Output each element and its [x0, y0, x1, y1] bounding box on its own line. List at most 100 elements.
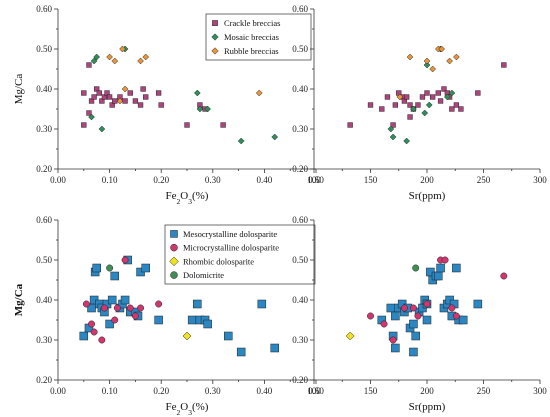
y-tick-label: 0.50: [36, 44, 52, 54]
data-point: [122, 98, 128, 104]
data-point: [126, 304, 134, 312]
data-point: [93, 53, 101, 61]
data-point: [453, 53, 460, 61]
data-point: [121, 256, 129, 264]
data-point: [107, 295, 117, 305]
data-point: [110, 271, 120, 281]
data-point: [116, 97, 124, 105]
legend-label: Dolomicrite: [183, 270, 224, 280]
data-point: [220, 122, 226, 128]
y-tick-label: 0.60: [292, 215, 308, 225]
x-axis-title: Fe2O3(%): [166, 190, 209, 206]
data-point: [425, 101, 433, 109]
data-point: [452, 312, 460, 320]
y-tick-label: 0.30: [36, 335, 52, 345]
series-0: [377, 263, 483, 357]
data-point: [437, 98, 444, 104]
legend-label: Rubble breccias: [224, 46, 279, 56]
data-point: [140, 86, 146, 92]
series-2: [182, 331, 192, 341]
y-tick-label: 0.60: [36, 4, 52, 14]
x-tick-label: 200: [420, 386, 434, 396]
data-point: [270, 343, 279, 353]
data-point: [79, 331, 89, 341]
x-tick-label: 0.40: [257, 175, 273, 185]
series-3: [412, 264, 420, 272]
legend-marker: [211, 33, 219, 41]
data-point: [458, 106, 464, 112]
data-point: [113, 304, 121, 312]
x-tick-label: 100: [307, 175, 321, 185]
y-tick-label: 0.50: [292, 44, 308, 54]
legend-label: Rhombic dolosparite: [183, 256, 254, 266]
y-tick-label: 0.20: [292, 164, 308, 174]
series-3: [106, 264, 114, 272]
x-tick-label: 0.50: [308, 175, 324, 185]
data-point: [438, 45, 446, 53]
data-point: [184, 122, 190, 128]
x-tick-label: 0.20: [153, 386, 169, 396]
legend: Crackle breccias Mosaic breccias Rubble br…: [205, 13, 312, 61]
data-point: [82, 300, 90, 308]
data-point: [98, 336, 106, 344]
legend-marker: [211, 47, 219, 55]
series-2: [345, 331, 355, 341]
x-tick-label: 0.00: [50, 175, 66, 185]
data-point: [111, 57, 119, 65]
data-point: [409, 347, 418, 357]
data-point: [448, 89, 456, 97]
series-1: [82, 256, 163, 344]
data-point: [121, 85, 129, 93]
y-tick-label: 0.40: [292, 295, 308, 305]
data-point: [423, 57, 431, 65]
data-point: [391, 311, 400, 321]
data-point: [90, 328, 98, 336]
data-point: [443, 93, 451, 101]
data-point: [155, 300, 163, 308]
x-tick-label: 0.10: [102, 386, 118, 396]
data-point: [404, 94, 410, 100]
data-point: [91, 94, 97, 100]
data-point: [407, 102, 413, 108]
data-point: [271, 133, 279, 141]
data-point: [389, 133, 397, 141]
legend-box: [164, 224, 316, 285]
data-point: [500, 272, 508, 280]
data-point: [400, 304, 408, 312]
data-point: [193, 299, 202, 309]
data-point: [92, 263, 101, 273]
x-axis-title: Sr(ppm): [409, 190, 446, 202]
x-tick-label: 300: [533, 386, 547, 396]
data-point: [380, 320, 388, 328]
data-point: [154, 315, 163, 325]
x-tick-label: 0.20: [153, 175, 169, 185]
data-point: [410, 105, 417, 113]
data-point: [392, 102, 399, 108]
data-point: [204, 105, 211, 113]
data-point: [421, 109, 429, 117]
y-tick-label: 0.20: [36, 164, 52, 174]
data-point: [106, 264, 114, 272]
data-point: [141, 263, 150, 273]
data-point: [196, 105, 204, 113]
data-point: [473, 299, 483, 309]
data-point: [386, 303, 396, 313]
legend-marker: [212, 20, 218, 26]
data-point: [120, 295, 130, 305]
x-tick-label: 100: [307, 386, 321, 396]
data-point: [119, 45, 126, 53]
data-point: [193, 89, 201, 97]
x-tick-label: 0.10: [102, 175, 118, 185]
data-point: [424, 90, 430, 96]
series-1: [367, 256, 508, 344]
legend-label: Microcrystalline dolosparite: [183, 243, 279, 253]
data-point: [132, 98, 139, 104]
data-point: [137, 102, 144, 108]
data-point: [390, 122, 396, 128]
legend-marker: [170, 271, 178, 279]
data-point: [434, 271, 443, 281]
data-point: [435, 90, 441, 96]
data-point: [88, 113, 95, 121]
data-point: [384, 94, 391, 100]
y-axis-title: Mg/Ca: [13, 74, 25, 105]
